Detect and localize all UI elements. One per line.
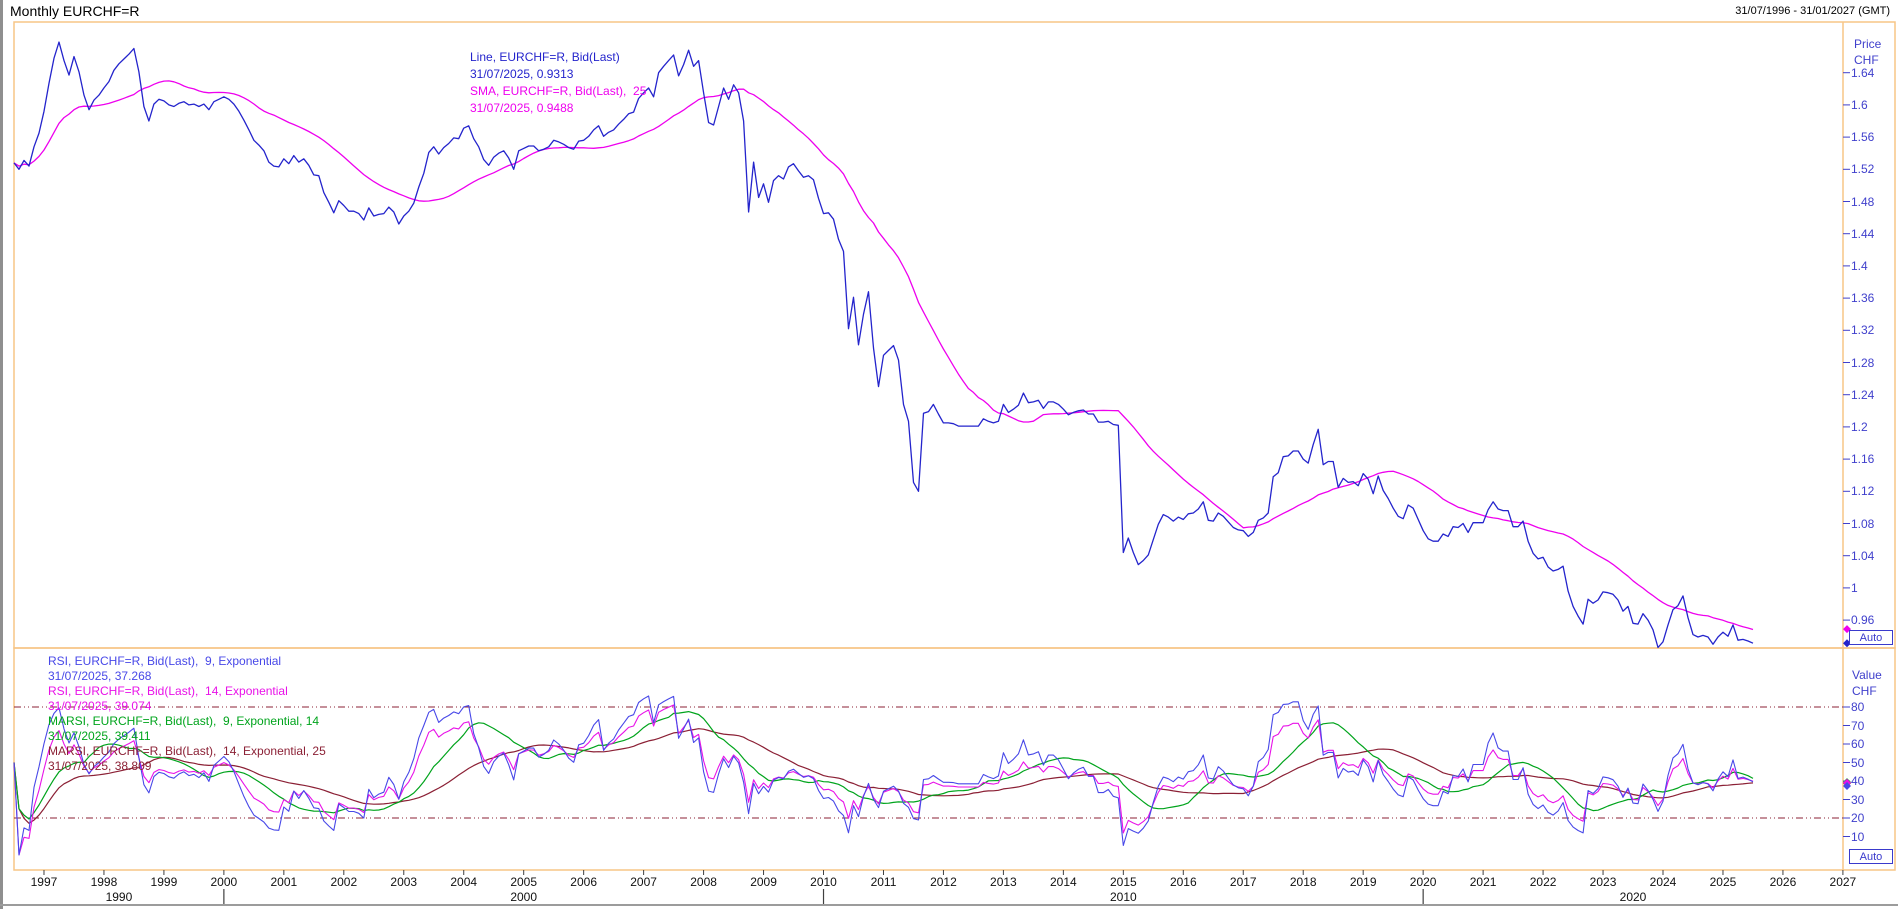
chart-title: Monthly EURCHF=R — [10, 3, 140, 19]
rsi9-marker-diamond-icon — [1843, 782, 1851, 791]
price-line — [13, 41, 1754, 649]
marsi-9-14-line — [13, 710, 1754, 820]
rsi9-line — [13, 695, 1754, 856]
rsi-panel-frame — [13, 647, 1896, 871]
title-bar: Monthly EURCHF=R 31/07/1996 - 31/01/2027… — [0, 0, 1898, 22]
sma25-line — [13, 80, 1754, 631]
marsi-14-25-line — [13, 728, 1754, 824]
date-range: 31/07/1996 - 31/01/2027 (GMT) — [1735, 5, 1890, 17]
rsi-plot-area[interactable] — [14, 648, 1843, 870]
price-axis-auto-button[interactable]: Auto — [1849, 630, 1893, 645]
window-left-edge — [0, 0, 3, 909]
window-bottom-edge — [0, 904, 1898, 906]
value-axis-auto-button[interactable]: Auto — [1849, 849, 1893, 864]
main-plot-area[interactable] — [14, 22, 1843, 648]
